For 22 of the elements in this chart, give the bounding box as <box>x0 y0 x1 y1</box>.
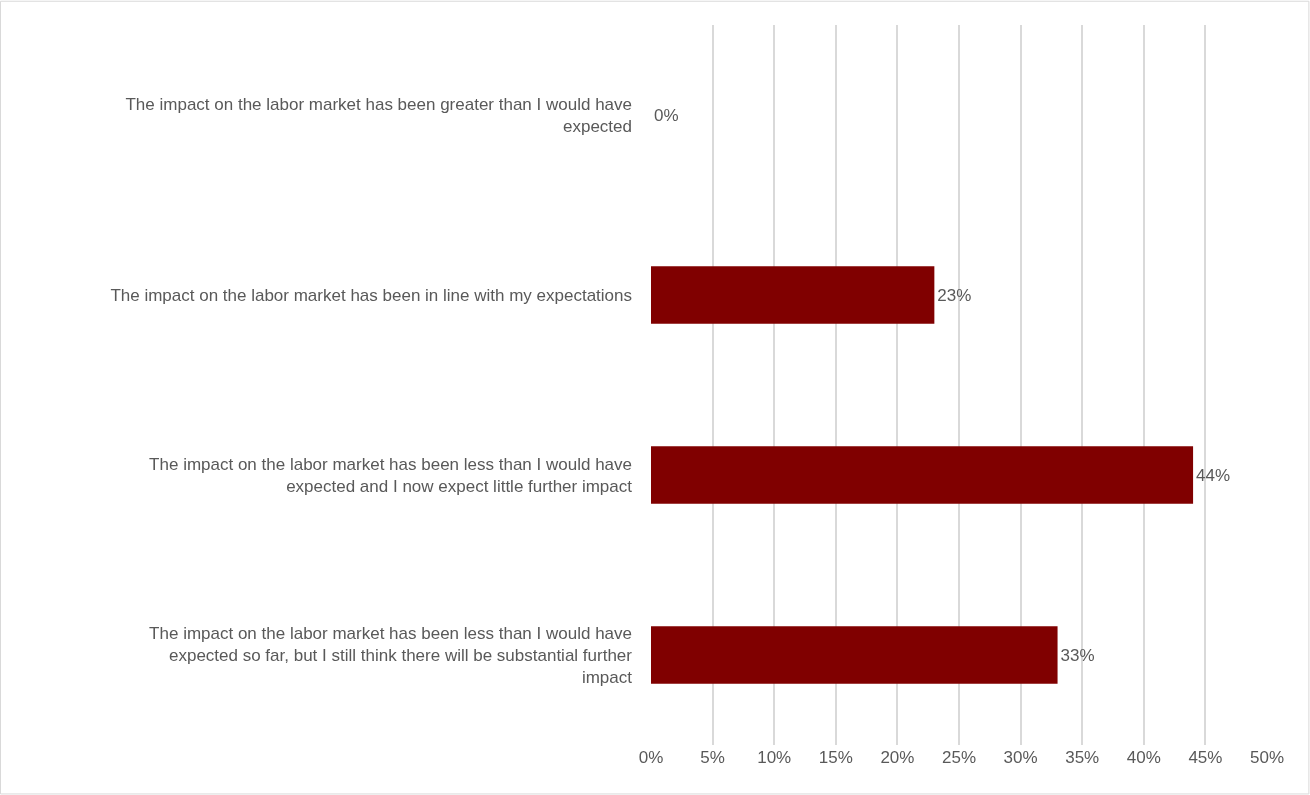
x-tick-label: 20% <box>880 748 915 767</box>
data-label: 23% <box>937 285 972 305</box>
y-tick-label: The impact on the labor market has been less than I would have expected so far, but I still think there will be substantial further impact <box>149 623 633 688</box>
bar <box>651 266 935 324</box>
x-tick-label: 10% <box>757 748 792 767</box>
x-tick-label: 30% <box>1003 748 1038 767</box>
x-tick-label: 45% <box>1188 748 1223 767</box>
x-tick-label: 25% <box>941 748 977 767</box>
x-tick-label: 40% <box>1126 748 1161 767</box>
y-tick-label: The impact on the labor market has been in line with my expectations <box>110 285 632 305</box>
data-label: 0% <box>654 105 679 125</box>
x-tick-label: 35% <box>1065 748 1100 767</box>
y-tick-label: The impact on the labor market has been less than I would have expected and I now expect little further impact <box>149 454 633 496</box>
bar <box>651 626 1058 684</box>
x-tick-label: 50% <box>1249 748 1285 767</box>
x-tick-label: 0% <box>638 748 664 767</box>
data-label: 33% <box>1060 645 1095 665</box>
x-tick-label: 5% <box>700 748 725 767</box>
data-label: 44% <box>1196 465 1231 485</box>
y-tick-label: The impact on the labor market has been greater than I would have expected <box>125 94 632 136</box>
bar <box>651 446 1194 504</box>
x-tick-label: 15% <box>818 748 853 767</box>
